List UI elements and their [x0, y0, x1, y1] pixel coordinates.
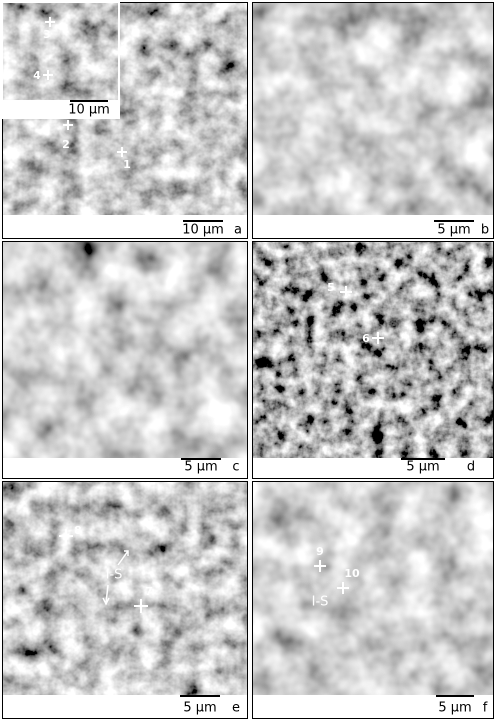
scale-label: 5 μm	[184, 460, 217, 475]
point-label: 3	[43, 28, 51, 41]
point-marker	[372, 332, 384, 344]
point-marker	[45, 17, 55, 27]
micrograph-b	[253, 3, 493, 215]
point-label: 6	[362, 332, 370, 345]
point-label: 10	[344, 567, 360, 580]
point-marker	[43, 70, 53, 80]
annotation: I-S	[106, 568, 123, 583]
scale-label: 10 μm	[182, 223, 224, 238]
panel-frame	[2, 481, 248, 719]
point-label: 4	[33, 69, 41, 82]
point-marker	[117, 147, 127, 157]
panel-label: d	[467, 460, 475, 475]
arrow	[102, 550, 129, 606]
point-label: 7	[145, 585, 153, 598]
point-label: 2	[62, 138, 70, 151]
scale-label: 10 μm	[68, 103, 110, 118]
scale-label: 5 μm	[406, 460, 439, 475]
point-marker	[314, 560, 326, 572]
scale-label: 5 μm	[437, 223, 470, 238]
point-marker	[63, 120, 73, 130]
scale-label: 5 μm	[183, 701, 216, 716]
point-marker	[134, 599, 148, 613]
point-marker	[59, 529, 73, 543]
point-label: 8	[74, 524, 82, 537]
panel-label: b	[481, 223, 489, 238]
panel-frame	[252, 2, 494, 239]
panel-frame	[2, 241, 248, 479]
panel-label: f	[483, 701, 488, 716]
point-label: 1	[123, 158, 131, 171]
point-marker	[340, 286, 352, 298]
micrograph-f	[253, 482, 493, 695]
scale-label: 5 μm	[438, 701, 471, 716]
panel-label: a	[234, 223, 242, 238]
panel-frame	[252, 241, 494, 479]
inset-micrograph	[3, 3, 118, 100]
panel-frame	[252, 481, 494, 719]
micrograph-c	[3, 242, 247, 458]
micrograph-e	[3, 482, 247, 695]
point-marker	[337, 582, 349, 594]
panel-label: e	[232, 701, 240, 716]
point-label: 5	[327, 281, 335, 294]
point-label: 9	[316, 545, 324, 558]
panel-label: c	[232, 460, 239, 475]
panel-frame	[2, 2, 248, 239]
micrograph-d	[253, 242, 493, 458]
annotation: I-S	[312, 595, 329, 610]
